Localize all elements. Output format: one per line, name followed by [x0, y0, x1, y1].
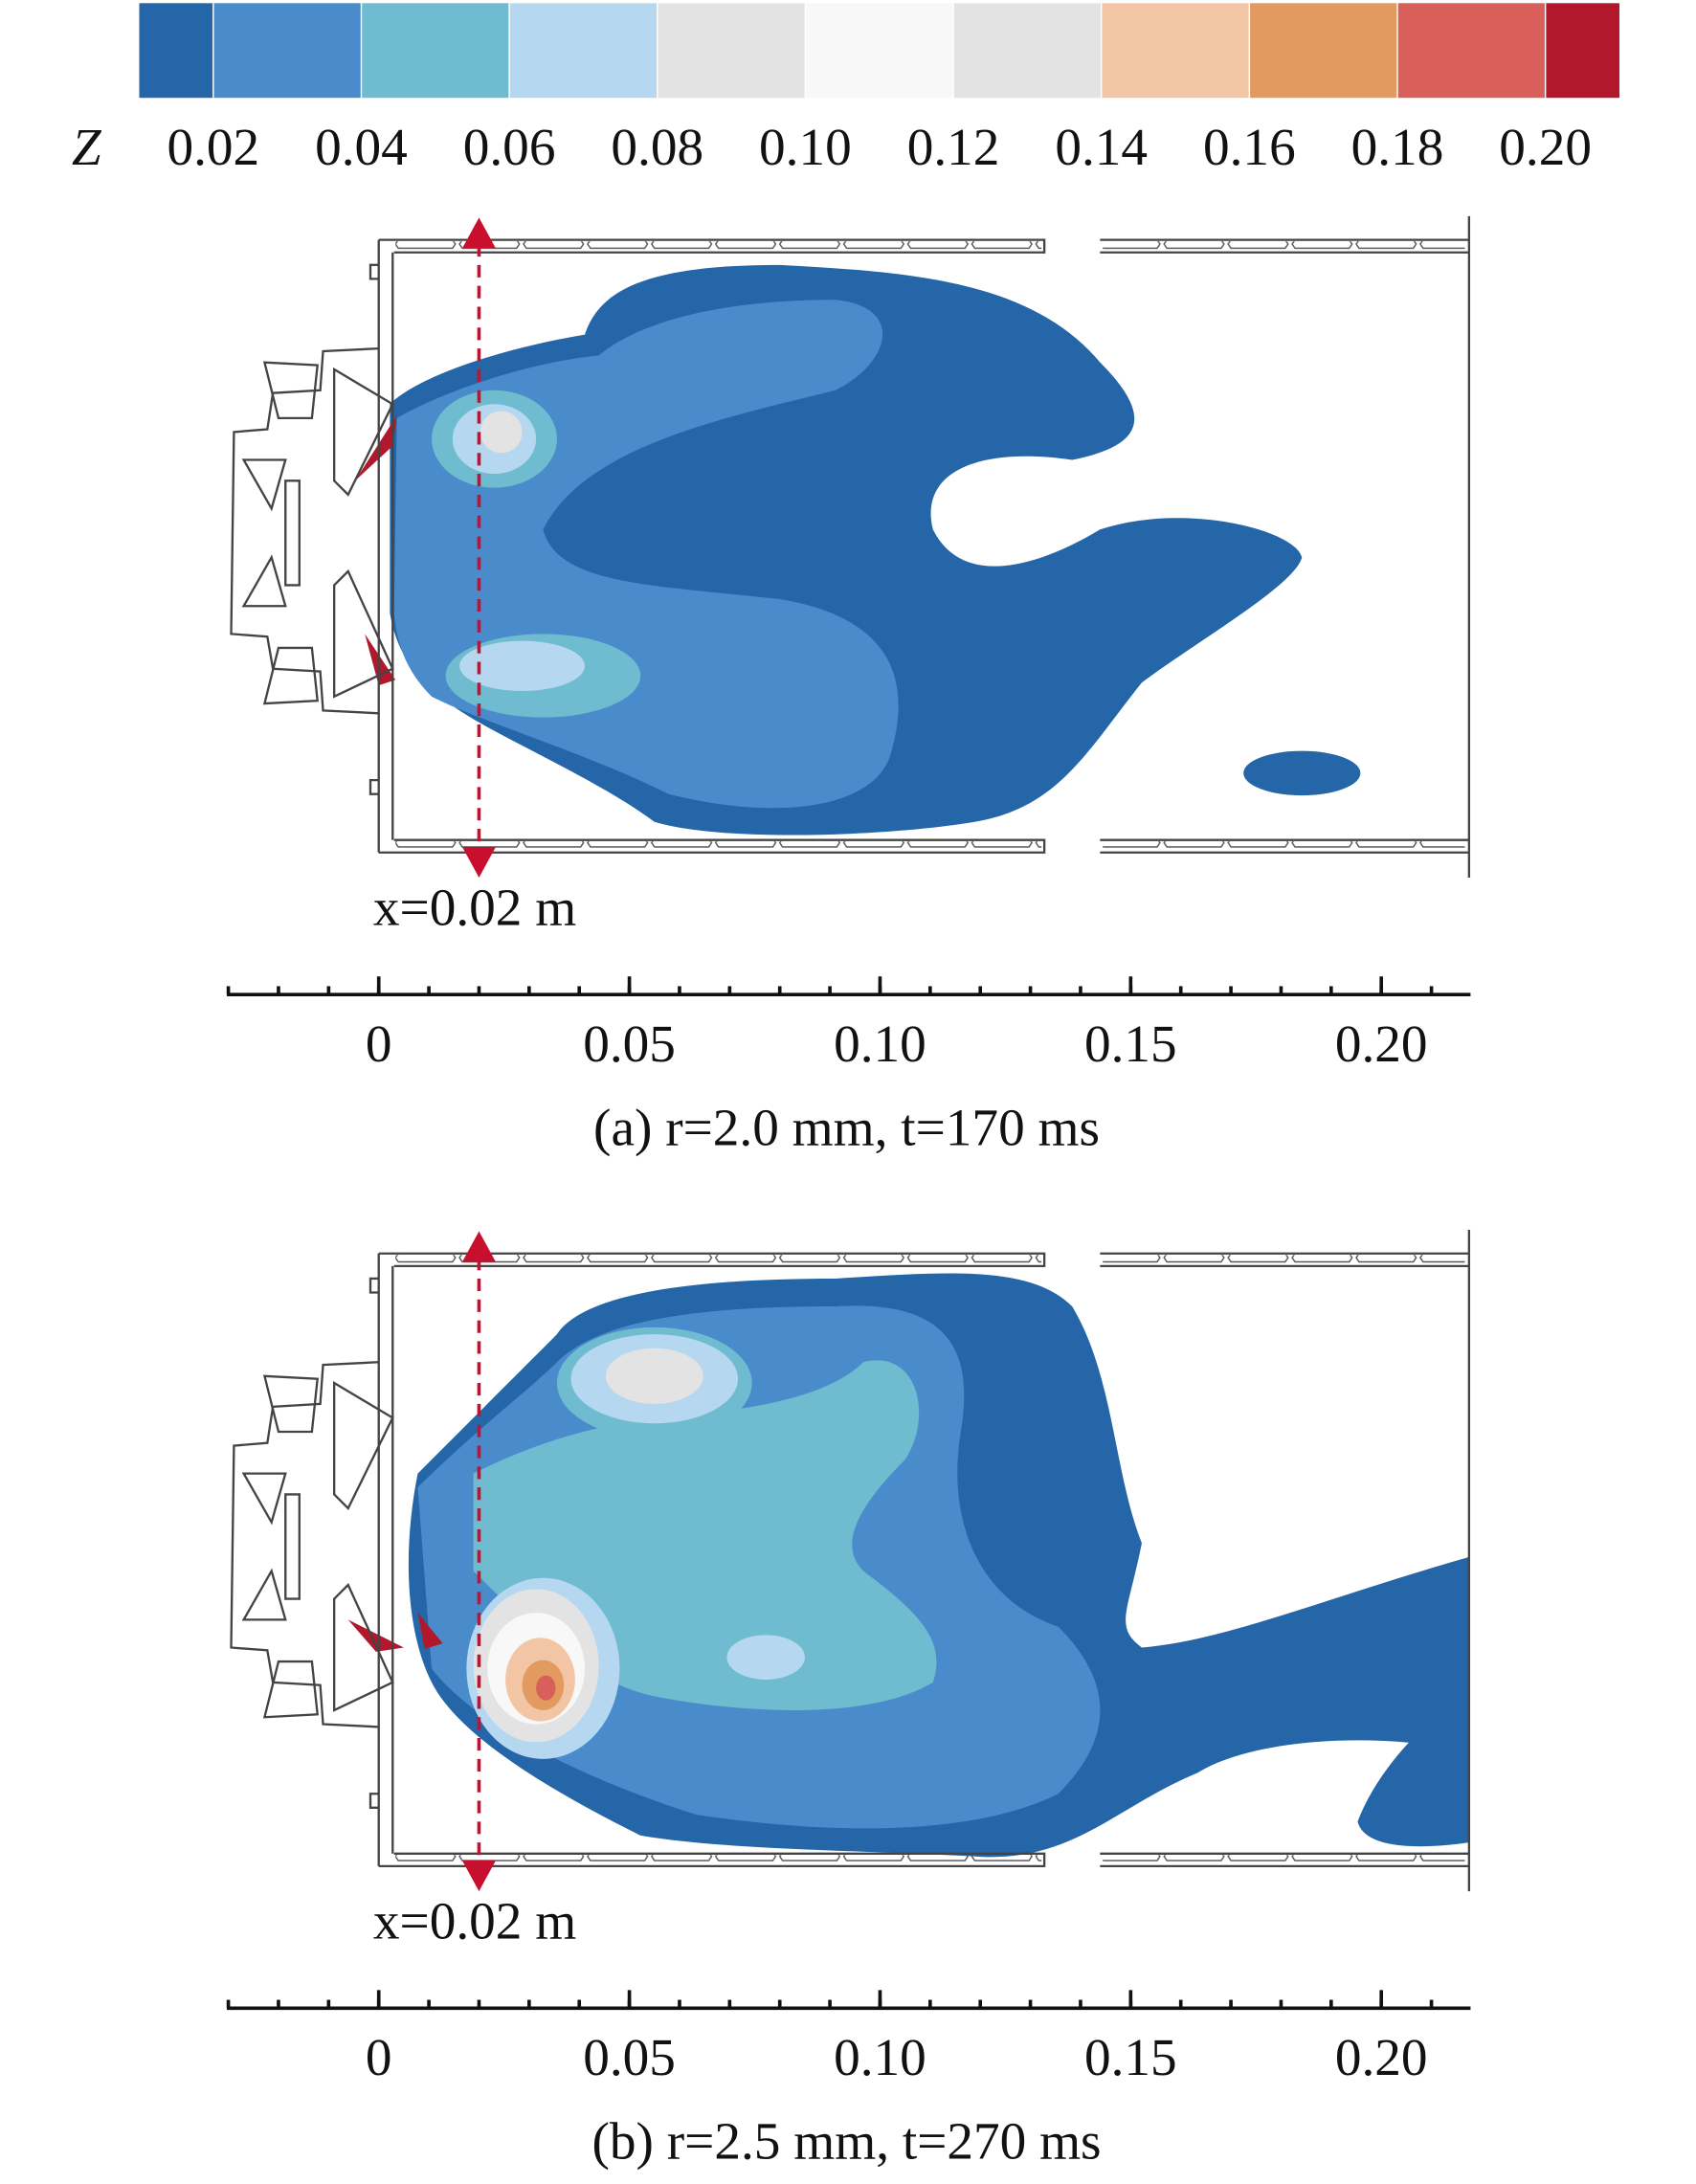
x-tick-label: 0.20 — [1335, 1014, 1428, 1073]
colorbar-swatch — [361, 3, 510, 99]
colorbar-swatch — [805, 3, 954, 99]
x-tick-label: 0.10 — [834, 2028, 926, 2086]
contour-region — [480, 411, 523, 454]
x-tick-label: 0.20 — [1335, 2028, 1428, 2086]
colorbar-swatch — [212, 3, 362, 99]
x-tick-label: 0.15 — [1084, 1014, 1177, 1073]
colorbar-tick-label: 0.12 — [907, 118, 1000, 176]
colorbar-tick-label: 0.16 — [1203, 118, 1296, 176]
x-tick-label: 0.10 — [834, 1014, 926, 1073]
colorbar-swatch — [1397, 3, 1546, 99]
x-tick-label: 0 — [366, 2028, 392, 2086]
colorbar-tick-label: 0.06 — [463, 118, 556, 176]
contour-region — [1357, 1696, 1469, 1847]
contour-region — [605, 1348, 703, 1404]
x-tick-label: 0 — [366, 1014, 392, 1073]
x-tick-label: 0.15 — [1084, 2028, 1177, 2086]
x-tick-label: 0.05 — [583, 1014, 676, 1073]
annotation-label: x=0.02 m — [373, 878, 576, 936]
annotation-label: x=0.02 m — [373, 1892, 576, 1950]
colorbar-swatch — [1249, 3, 1398, 99]
colorbar-swatch — [509, 3, 658, 99]
colorbar-label: Z — [72, 118, 102, 176]
contour-region — [459, 640, 586, 692]
caption: (a) r=2.0 mm, t=170 ms — [593, 1098, 1100, 1156]
colorbar-tick-label: 0.20 — [1499, 118, 1592, 176]
colorbar-swatch — [953, 3, 1102, 99]
contour-region — [347, 1613, 443, 1652]
colorbar-swatch — [1101, 3, 1250, 99]
panel-a: 0 0.05 0.10 0.15 0.20 x=0.02 m (a) r=2.0 mm, t… — [226, 216, 1471, 1156]
contour-region — [726, 1635, 805, 1680]
colorbar-tick-label: 0.04 — [315, 118, 408, 176]
colorbar-tick-label: 0.18 — [1351, 118, 1444, 176]
colorbar-swatch — [139, 3, 213, 99]
colorbar-swatch — [1545, 3, 1619, 99]
colorbar-tick-label: 0.02 — [167, 118, 259, 176]
x-tick-label: 0.05 — [583, 2028, 676, 2086]
colorbar-tick-label: 0.10 — [759, 118, 852, 176]
contour-region — [1243, 750, 1361, 796]
caption: (b) r=2.5 mm, t=270 ms — [592, 2111, 1102, 2170]
panel-b: 0 0.05 0.10 0.15 0.20 x=0.02 m (b) r=2.5 mm, t… — [226, 1230, 1471, 2170]
colorbar-swatch — [657, 3, 806, 99]
colorbar-tick-label: 0.08 — [611, 118, 703, 176]
contour-region — [536, 1675, 556, 1701]
colorbar-tick-label: 0.14 — [1055, 118, 1148, 176]
